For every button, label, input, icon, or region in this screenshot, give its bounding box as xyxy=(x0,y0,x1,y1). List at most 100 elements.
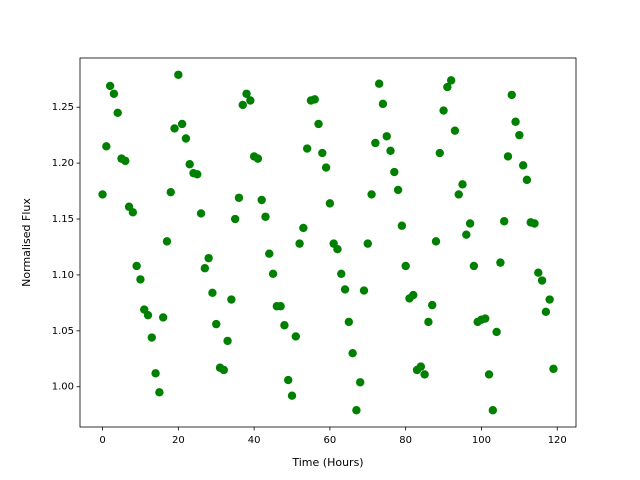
point xyxy=(147,333,157,342)
point xyxy=(143,310,153,320)
point xyxy=(424,317,433,327)
point xyxy=(537,276,547,285)
point xyxy=(177,119,187,129)
point xyxy=(234,193,244,202)
point xyxy=(181,134,191,143)
point xyxy=(166,187,175,197)
y-tick-label: 1.00 xyxy=(52,382,74,393)
point xyxy=(265,249,274,258)
x-tick-label: 20 xyxy=(172,435,185,446)
point xyxy=(276,302,285,311)
point xyxy=(193,170,202,179)
x-axis-label: Time (Hours) xyxy=(291,456,363,469)
point xyxy=(431,237,441,246)
x-tick-label: 120 xyxy=(548,435,567,446)
x-tick-label: 0 xyxy=(99,435,105,446)
point xyxy=(185,160,194,169)
point xyxy=(158,313,168,322)
point xyxy=(454,190,463,199)
point xyxy=(390,167,399,177)
point xyxy=(109,89,119,98)
point xyxy=(359,286,369,295)
point xyxy=(257,195,266,205)
point xyxy=(102,142,111,151)
point xyxy=(128,208,138,217)
plot-frame xyxy=(79,57,577,428)
point xyxy=(204,253,213,263)
point xyxy=(393,185,403,195)
point xyxy=(208,288,217,298)
point xyxy=(374,79,384,88)
point xyxy=(155,388,164,397)
point xyxy=(121,156,130,166)
point xyxy=(469,261,479,271)
y-tick-label: 1.15 xyxy=(52,214,74,225)
point xyxy=(299,223,308,233)
point xyxy=(492,327,501,337)
point xyxy=(439,106,448,115)
point xyxy=(450,126,460,135)
point xyxy=(356,378,365,387)
point xyxy=(496,258,505,267)
point xyxy=(443,82,452,92)
point xyxy=(219,365,228,375)
point xyxy=(291,332,300,341)
point xyxy=(340,285,350,294)
y-tick-label: 1.20 xyxy=(52,158,74,169)
point xyxy=(549,364,558,374)
point xyxy=(223,336,232,346)
y-tick-label: 1.10 xyxy=(52,270,74,281)
point xyxy=(174,70,183,79)
point xyxy=(261,212,270,221)
point xyxy=(371,138,380,148)
point xyxy=(541,307,551,317)
point xyxy=(530,219,539,228)
point xyxy=(481,314,490,323)
y-tick-label: 1.05 xyxy=(52,326,74,337)
point xyxy=(238,100,247,110)
point xyxy=(462,230,471,239)
point xyxy=(363,239,372,248)
point xyxy=(246,96,255,105)
point xyxy=(227,295,236,304)
point xyxy=(534,268,543,277)
point xyxy=(382,132,391,141)
point xyxy=(348,349,357,358)
point xyxy=(136,275,145,284)
point xyxy=(409,290,418,300)
point xyxy=(314,119,323,129)
point xyxy=(132,261,141,271)
point xyxy=(170,124,179,133)
point xyxy=(162,237,172,246)
point xyxy=(242,89,251,98)
point xyxy=(416,362,426,371)
point xyxy=(333,245,342,254)
point xyxy=(511,117,520,126)
point xyxy=(545,295,554,304)
point xyxy=(503,152,513,161)
point xyxy=(295,239,304,248)
point xyxy=(378,99,388,109)
y-tick-label: 1.25 xyxy=(52,102,74,113)
x-tick-label: 80 xyxy=(399,435,412,446)
point xyxy=(386,146,395,156)
point xyxy=(352,406,361,415)
point xyxy=(325,199,335,208)
point xyxy=(200,264,210,273)
point xyxy=(344,317,354,327)
x-tick-label: 40 xyxy=(248,435,261,446)
x-tick-label: 60 xyxy=(324,435,337,446)
point xyxy=(458,180,467,189)
point xyxy=(105,81,115,91)
point xyxy=(212,319,221,329)
point xyxy=(268,269,278,279)
point xyxy=(230,214,240,224)
point xyxy=(518,161,528,170)
point xyxy=(446,76,456,85)
point xyxy=(196,209,206,218)
point xyxy=(321,163,331,172)
point xyxy=(253,154,263,163)
point xyxy=(515,130,524,140)
point xyxy=(428,300,437,310)
point xyxy=(401,261,410,271)
